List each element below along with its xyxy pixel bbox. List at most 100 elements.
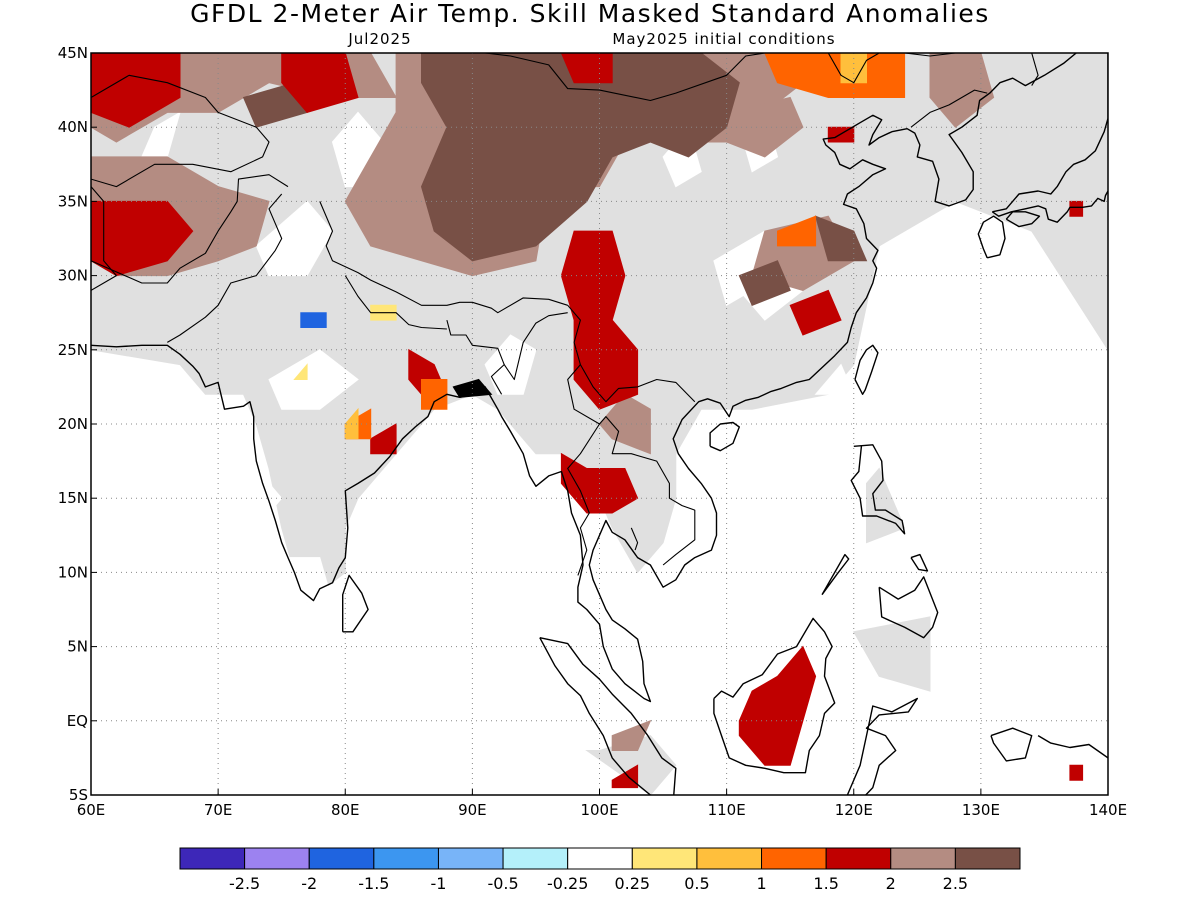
colorbar-swatch — [631, 847, 698, 870]
y-tick-label: 20N — [58, 415, 88, 433]
country-border — [904, 53, 988, 57]
y-axis: 45N 40N 35N 30N 25N 20N 15N 10N 5N EQ 5S — [58, 44, 97, 804]
colorbar-swatch — [825, 847, 892, 870]
coastline — [821, 553, 850, 596]
country-border — [503, 312, 568, 381]
country-border — [446, 319, 505, 395]
y-tick-label: 30N — [58, 267, 88, 285]
anomaly-region — [598, 393, 651, 455]
country-border — [319, 201, 568, 314]
country-border — [823, 53, 880, 84]
country-border — [567, 364, 696, 566]
colorbar-label: 1 — [756, 874, 766, 893]
colorbar-swatch — [373, 847, 439, 870]
country-border — [344, 275, 447, 330]
coastline — [977, 215, 1006, 259]
colorbar-label: -2 — [301, 874, 317, 893]
anomaly-region — [814, 363, 855, 395]
x-tick-label: 60E — [77, 801, 106, 819]
coastline — [709, 421, 740, 452]
coastline — [539, 637, 677, 795]
coastline — [850, 444, 906, 535]
y-tick-label: 15N — [58, 489, 88, 507]
coastline — [713, 617, 836, 774]
country-border — [630, 527, 639, 551]
init-conditions-label: May2025 initial conditions — [612, 30, 835, 48]
anomaly-region — [91, 53, 181, 128]
coastline — [1037, 734, 1108, 759]
anomaly-region — [255, 200, 334, 277]
x-tick-label: 130E — [962, 801, 1000, 819]
colorbar-label: 1.5 — [813, 874, 838, 893]
y-tick-label: 25N — [58, 341, 88, 359]
colorbar-swatch — [308, 847, 375, 870]
colorbar-swatch — [761, 847, 827, 870]
y-tick-label: 5S — [69, 786, 88, 804]
colorbar-label: -0.5 — [487, 874, 518, 893]
coastline — [91, 53, 1077, 703]
anomaly-region — [738, 645, 817, 766]
coastline — [991, 190, 1108, 223]
colorbar-label: -1.5 — [358, 874, 389, 893]
coastline — [990, 727, 1033, 762]
colorbar-label: -1 — [430, 874, 446, 893]
anomaly-region — [293, 363, 308, 380]
country-border — [91, 186, 117, 291]
coastline-layer — [91, 53, 1108, 795]
country-border — [910, 89, 988, 128]
colorbar-swatch — [502, 847, 569, 870]
country-border — [1031, 53, 1039, 86]
anomaly-region — [866, 467, 906, 544]
y-tick-label: 45N — [58, 44, 88, 62]
x-tick-label: 80E — [331, 801, 360, 819]
colorbar-swatch — [954, 847, 1021, 870]
y-tick-label: 35N — [58, 192, 88, 210]
y-tick-label: 5N — [67, 638, 88, 656]
anomaly-region — [853, 616, 931, 692]
anomaly-region — [1069, 200, 1084, 217]
colorbar-swatch — [696, 847, 763, 870]
x-tick-label: 100E — [580, 801, 618, 819]
x-tick-label: 140E — [1089, 801, 1127, 819]
anomaly-region — [764, 53, 906, 98]
y-tick-label: 40N — [58, 118, 88, 136]
x-tick-label: 70E — [204, 801, 233, 819]
country-border — [167, 193, 283, 343]
valid-month-label: Jul2025 — [347, 30, 411, 48]
y-tick-label: 10N — [58, 563, 88, 581]
x-axis: 60E 70E 80E 90E 100E 110E 120E 130E 140E — [77, 789, 1127, 819]
x-tick-label: 110E — [708, 801, 746, 819]
colorbar-label: -0.25 — [547, 874, 588, 893]
colorbar-label: 0.5 — [684, 874, 709, 893]
coastline — [342, 574, 369, 633]
anomaly-region — [484, 334, 537, 395]
country-border — [567, 423, 600, 576]
anomaly-region — [611, 764, 639, 789]
country-border — [91, 174, 289, 284]
anomaly-region — [789, 289, 842, 336]
anomaly-region — [814, 215, 868, 262]
anomaly-region — [726, 96, 804, 158]
country-border — [567, 304, 696, 403]
colorbar-label: 2 — [886, 874, 896, 893]
colorbar-label: 0.25 — [614, 874, 650, 893]
x-tick-label: 120E — [835, 801, 873, 819]
colorbar-label: 2.5 — [943, 874, 968, 893]
anomaly-region — [840, 53, 867, 84]
y-tick-label: EQ — [67, 712, 88, 730]
coastline — [854, 344, 879, 395]
colorbar-swatch — [437, 847, 504, 870]
anomaly-region — [777, 215, 817, 247]
colorbar-swatch — [179, 847, 246, 870]
anomaly-region — [560, 53, 613, 84]
coastline — [878, 576, 939, 639]
coastline — [910, 553, 929, 572]
colorbar-swatch — [567, 847, 633, 870]
anomaly-region — [1069, 764, 1084, 781]
colorbar: -2.5 -2 -1.5 -1 -0.5 -0.25 0.25 0.5 1 1.5 2 2.5 — [179, 847, 1021, 893]
map-title: GFDL 2-Meter Air Temp. Skill Masked Stan… — [190, 0, 990, 28]
colorbar-swatch — [244, 847, 310, 870]
coastline — [992, 53, 1108, 213]
